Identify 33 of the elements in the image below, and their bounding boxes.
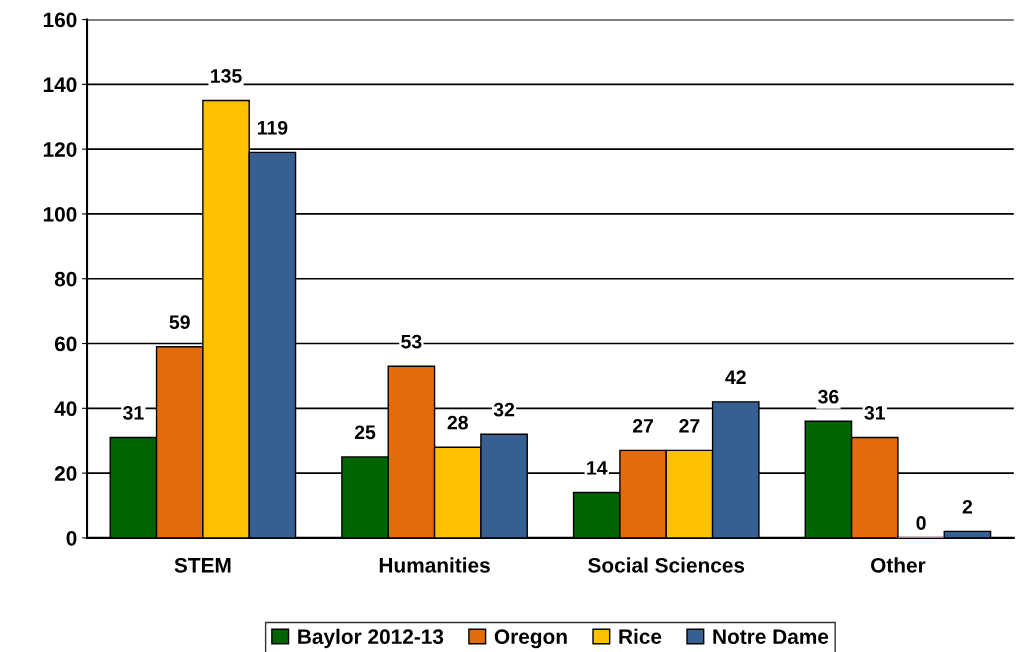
data-label: 2 <box>962 499 973 514</box>
data-label: 32 <box>493 402 515 417</box>
y-tick-label: 100 <box>43 206 77 222</box>
x-tick-label: Humanities <box>379 557 490 573</box>
data-label: 27 <box>632 418 654 433</box>
data-label: 14 <box>587 461 608 475</box>
data-label: 135 <box>211 69 242 83</box>
x-tick-label: Social Sciences <box>588 557 745 573</box>
y-tick-label: 60 <box>54 336 77 352</box>
legend-label: Notre Dame <box>713 629 829 645</box>
data-label: 31 <box>864 405 886 420</box>
data-label: 0 <box>916 516 926 530</box>
data-label: 42 <box>725 370 746 384</box>
y-tick-label: 20 <box>54 466 77 481</box>
legend-label: Oregon <box>494 629 567 649</box>
y-tick-label: 140 <box>43 77 77 93</box>
data-label: 28 <box>447 415 468 430</box>
legend-label: Baylor 2012-13 <box>298 628 444 649</box>
data-label: 59 <box>169 315 190 330</box>
data-label: 27 <box>679 418 700 433</box>
legend-label: Rice <box>619 628 662 645</box>
y-tick-label: 40 <box>54 401 77 417</box>
x-tick-label: STEM <box>174 557 231 573</box>
data-label: 36 <box>818 389 839 404</box>
data-label: 31 <box>123 405 144 420</box>
data-label: 53 <box>401 334 422 349</box>
x-tick-label: Other <box>871 557 926 573</box>
data-label: 119 <box>257 120 288 135</box>
y-tick-label: 0 <box>66 530 77 546</box>
y-tick-label: 160 <box>43 12 77 28</box>
data-label: 25 <box>354 425 376 440</box>
y-tick-label: 120 <box>43 142 77 157</box>
y-tick-label: 80 <box>54 271 77 287</box>
